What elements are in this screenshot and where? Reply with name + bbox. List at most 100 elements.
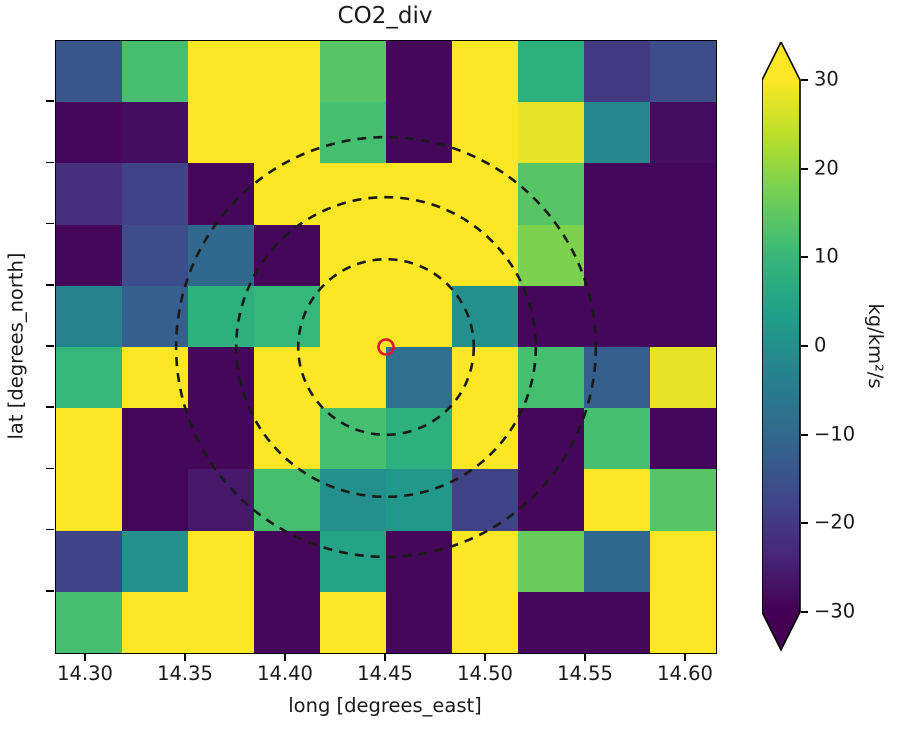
heatmap-cell	[188, 530, 254, 592]
heatmap-cell	[386, 224, 452, 286]
heatmap-cell	[650, 163, 716, 225]
heatmap-cell	[122, 591, 188, 653]
heatmap-cell	[584, 224, 650, 286]
heatmap-cell	[254, 41, 320, 103]
heatmap-cell	[518, 591, 584, 653]
heatmap-cell	[650, 347, 716, 409]
x-tick-mark	[584, 653, 586, 661]
heatmap-cell	[56, 530, 122, 592]
heatmap-cell	[584, 102, 650, 164]
heatmap-cell	[584, 347, 650, 409]
heatmap-cell	[518, 163, 584, 225]
y-tick-mark	[46, 528, 54, 531]
heatmap	[56, 41, 716, 653]
heatmap-cell	[452, 163, 518, 225]
y-tick-mark	[46, 222, 54, 225]
heatmap-cell	[386, 591, 452, 653]
heatmap-cell	[650, 469, 716, 531]
x-tick-label: 14.50	[457, 662, 513, 685]
heatmap-cell	[584, 285, 650, 347]
heatmap-cell	[254, 530, 320, 592]
heatmap-cell	[320, 591, 386, 653]
heatmap-cell	[188, 285, 254, 347]
heatmap-cell	[584, 163, 650, 225]
heatmap-cell	[320, 224, 386, 286]
heatmap-cell	[56, 102, 122, 164]
x-tick-label: 14.35	[157, 662, 213, 685]
y-tick-mark	[46, 100, 54, 103]
heatmap-cell	[320, 285, 386, 347]
heatmap-cell	[584, 408, 650, 470]
heatmap-cell	[320, 163, 386, 225]
heatmap-cell	[650, 41, 716, 103]
heatmap-cell	[56, 347, 122, 409]
heatmap-cell	[320, 530, 386, 592]
heatmap-cell	[452, 41, 518, 103]
heatmap-cell	[518, 285, 584, 347]
heatmap-cell	[650, 408, 716, 470]
heatmap-cell	[386, 530, 452, 592]
heatmap-cell	[56, 591, 122, 653]
heatmap-cell	[254, 285, 320, 347]
heatmap-cell	[188, 163, 254, 225]
heatmap-cell	[320, 408, 386, 470]
heatmap-cell	[320, 41, 386, 103]
heatmap-cell	[518, 530, 584, 592]
heatmap-cell	[452, 102, 518, 164]
y-tick-mark	[46, 345, 54, 347]
x-axis-label: long [degrees_east]	[288, 694, 482, 717]
heatmap-cell	[650, 102, 716, 164]
heatmap-cell	[650, 285, 716, 347]
x-tick-label: 14.45	[357, 662, 413, 685]
heatmap-cell	[518, 347, 584, 409]
annotation-overlay	[174, 135, 598, 559]
heatmap-cell	[254, 347, 320, 409]
colorbar-tick-label: 30	[814, 67, 839, 91]
colorbar-tick-mark	[801, 345, 808, 347]
colorbar-tick-mark	[801, 522, 808, 525]
plot-area	[55, 40, 717, 654]
chart-title: CO2_div	[337, 3, 433, 29]
distance-ring	[234, 195, 538, 499]
heatmap-cell	[386, 347, 452, 409]
x-tick-label: 14.55	[557, 662, 613, 685]
heatmap-cell	[254, 469, 320, 531]
heatmap-cell	[188, 591, 254, 653]
colorbar-tick-label: −20	[814, 510, 856, 534]
heatmap-cell	[188, 41, 254, 103]
heatmap-cell	[122, 41, 188, 103]
colorbar-tick-mark	[801, 256, 808, 259]
heatmap-cell	[584, 41, 650, 103]
heatmap-cell	[386, 41, 452, 103]
heatmap-cell	[320, 347, 386, 409]
heatmap-cell	[584, 530, 650, 592]
y-tick-mark	[46, 589, 54, 592]
heatmap-cell	[386, 408, 452, 470]
heatmap-cell	[452, 224, 518, 286]
heatmap-cell	[254, 591, 320, 653]
heatmap-cell	[386, 163, 452, 225]
colorbar-tick-label: −30	[814, 599, 856, 623]
x-tick-mark	[284, 653, 286, 661]
center-marker	[377, 338, 395, 356]
heatmap-cell	[122, 102, 188, 164]
colorbar-body	[762, 42, 801, 652]
heatmap-cell	[188, 224, 254, 286]
heatmap-cell	[320, 102, 386, 164]
colorbar-tick-mark	[801, 167, 808, 170]
heatmap-cell	[452, 408, 518, 470]
colorbar	[762, 42, 801, 652]
heatmap-cell	[650, 224, 716, 286]
colorbar-tick-mark	[801, 433, 808, 436]
heatmap-cell	[254, 163, 320, 225]
heatmap-cell	[584, 591, 650, 653]
heatmap-cell	[452, 347, 518, 409]
colorbar-label: kg/km²/s	[864, 303, 887, 389]
heatmap-cell	[56, 224, 122, 286]
colorbar-tick-label: 0	[814, 333, 827, 357]
x-tick-label: 14.60	[657, 662, 713, 685]
heatmap-cell	[122, 469, 188, 531]
heatmap-cell	[518, 408, 584, 470]
distance-ring	[174, 135, 598, 559]
